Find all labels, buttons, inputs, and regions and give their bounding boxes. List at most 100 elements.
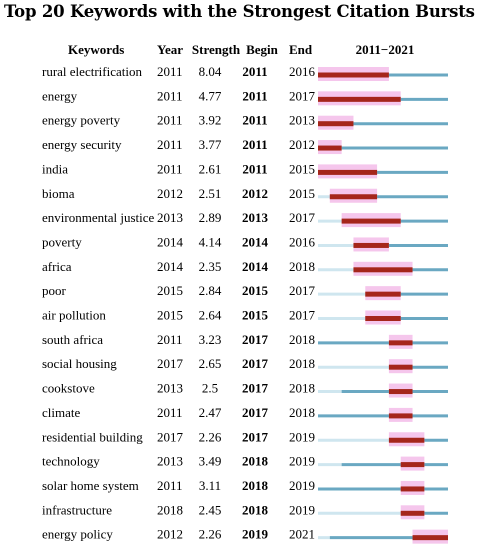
end-value: 2018	[289, 259, 315, 274]
burst-row: air pollution 2015 2.64 2015 2017	[42, 308, 448, 325]
strength-value: 2.61	[199, 161, 222, 176]
keyword-label: south africa	[42, 332, 103, 347]
end-value: 2018	[289, 405, 315, 420]
end-value: 2017	[289, 308, 316, 323]
begin-value: 2018	[242, 454, 269, 469]
keyword-label: poverty	[42, 234, 82, 249]
year-value: 2015	[157, 283, 183, 298]
end-value: 2018	[289, 381, 315, 396]
burst-row: solar home system 2011 3.11 2018 2019	[42, 478, 448, 495]
begin-value: 2011	[242, 88, 267, 103]
burst-row: climate 2011 2.47 2017 2018	[42, 405, 448, 422]
burst-bar	[318, 96, 401, 102]
year-value: 2012	[157, 527, 183, 542]
year-value: 2011	[157, 161, 183, 176]
burst-row: residential building 2017 2.26 2017 2019	[42, 429, 448, 447]
end-value: 2019	[289, 429, 315, 444]
year-value: 2011	[157, 88, 183, 103]
keyword-label: infrastructure	[42, 502, 112, 517]
range-header: 2011−2021	[356, 42, 415, 57]
strength-value: 2.26	[199, 527, 222, 542]
end-value: 2015	[289, 186, 315, 201]
end-value: 2019	[289, 478, 315, 493]
year-value: 2011	[157, 332, 183, 347]
strength-value: 2.35	[199, 259, 222, 274]
keyword-label: environmental justice	[42, 210, 155, 225]
burst-bar	[388, 389, 413, 395]
year-value: 2017	[157, 356, 184, 371]
end-value: 2016	[289, 64, 316, 79]
keywords-header: Keywords	[68, 42, 124, 57]
strength-value: 2.5	[202, 381, 218, 396]
strength-header: Strength	[192, 42, 241, 57]
keyword-label: air pollution	[42, 308, 106, 323]
burst-row: bioma 2012 2.51 2012 2015	[42, 186, 448, 203]
end-value: 2018	[289, 332, 315, 347]
column-headers: Keywords Year Strength Begin End 2011−2021	[68, 42, 414, 57]
begin-value: 2014	[242, 234, 269, 249]
keyword-label: poor	[42, 283, 67, 298]
begin-value: 2015	[242, 308, 269, 323]
burst-rows: rural electrification 2011 8.04 2011 2016 ene…	[42, 64, 448, 544]
year-value: 2013	[157, 454, 183, 469]
year-value: 2011	[157, 478, 183, 493]
begin-value: 2017	[242, 405, 269, 420]
burst-row: energy poverty 2011 3.92 2011 2013	[42, 113, 448, 130]
burst-bar	[329, 194, 378, 200]
year-value: 2015	[157, 308, 183, 323]
begin-value: 2017	[242, 332, 269, 347]
year-header: Year	[157, 42, 183, 57]
begin-value: 2017	[242, 429, 269, 444]
burst-bar	[388, 364, 413, 370]
end-value: 2019	[289, 454, 315, 469]
burst-row: south africa 2011 3.23 2017 2018	[42, 332, 448, 349]
strength-value: 4.77	[199, 88, 222, 103]
begin-value: 2019	[242, 527, 269, 542]
strength-value: 2.84	[199, 283, 222, 298]
begin-value: 2011	[242, 64, 267, 79]
burst-row: technology 2013 3.49 2018 2019	[42, 454, 448, 471]
year-value: 2018	[157, 502, 183, 517]
strength-value: 3.49	[199, 454, 222, 469]
end-value: 2017	[289, 88, 316, 103]
burst-row: energy 2011 4.77 2011 2017	[42, 88, 448, 106]
begin-value: 2014	[242, 259, 269, 274]
strength-value: 2.26	[199, 429, 222, 444]
strength-value: 2.47	[199, 405, 222, 420]
burst-bar	[318, 169, 378, 175]
begin-header: Begin	[246, 42, 279, 57]
burst-row: rural electrification 2011 8.04 2011 2016	[42, 64, 448, 81]
year-value: 2013	[157, 381, 183, 396]
year-value: 2011	[157, 64, 183, 79]
begin-value: 2017	[242, 381, 269, 396]
burst-bar	[353, 267, 413, 273]
burst-row: environmental justice 2013 2.89 2013 2017	[42, 210, 448, 228]
keyword-label: residential building	[42, 429, 143, 444]
begin-value: 2011	[242, 161, 267, 176]
year-value: 2011	[157, 137, 183, 152]
burst-bar	[341, 218, 401, 224]
burst-row: poor 2015 2.84 2015 2017	[42, 283, 448, 301]
end-value: 2017	[289, 283, 316, 298]
burst-bar	[318, 121, 354, 127]
keyword-label: energy poverty	[42, 113, 121, 128]
burst-row: india 2011 2.61 2011 2015	[42, 161, 448, 179]
keyword-label: climate	[42, 405, 80, 420]
year-value: 2012	[157, 186, 183, 201]
strength-value: 8.04	[199, 64, 222, 79]
keyword-label: solar home system	[42, 478, 139, 493]
strength-value: 3.77	[199, 137, 222, 152]
keyword-label: energy	[42, 88, 78, 103]
year-value: 2011	[157, 405, 183, 420]
keyword-label: bioma	[42, 186, 75, 201]
keyword-label: india	[42, 161, 68, 176]
end-value: 2015	[289, 161, 315, 176]
keyword-label: africa	[42, 259, 72, 274]
end-value: 2018	[289, 356, 315, 371]
burst-row: cookstove 2013 2.5 2017 2018	[42, 381, 448, 398]
burst-bar	[412, 535, 448, 541]
year-value: 2013	[157, 210, 183, 225]
burst-row: infrastructure 2018 2.45 2018 2019	[42, 502, 448, 520]
burst-bar	[318, 145, 342, 151]
